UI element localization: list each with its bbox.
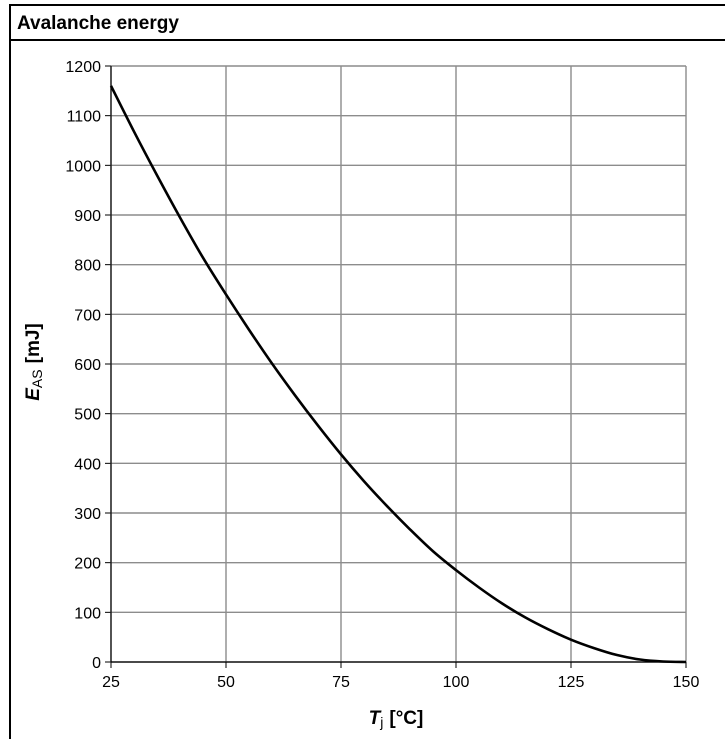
- x-tick-label: 50: [217, 674, 235, 691]
- x-axis-unit: [°C]: [389, 708, 423, 729]
- x-tick-label: 25: [102, 674, 120, 691]
- series-line: [109, 85, 687, 664]
- y-tick-label: 500: [74, 407, 101, 424]
- y-tick-label: 0: [92, 655, 101, 672]
- y-tick-label: 700: [74, 307, 101, 324]
- y-tick-label: 1200: [65, 59, 101, 76]
- y-axis-symbol: E: [23, 387, 44, 401]
- y-tick-label: 900: [74, 208, 101, 225]
- y-tick-label: 200: [74, 556, 101, 573]
- x-tick-label: 75: [332, 674, 350, 691]
- series-layer: [109, 85, 687, 664]
- grid: [105, 65, 687, 668]
- y-axis-subscript: AS: [29, 369, 45, 388]
- x-tick-label: 100: [443, 674, 470, 691]
- y-axis-label: EAS [mJ]: [23, 323, 45, 401]
- y-tick-label: 1100: [67, 109, 102, 126]
- y-tick-label: 600: [74, 357, 101, 374]
- x-axis-subscript: j: [379, 714, 383, 730]
- title-row: Avalanche energy: [11, 6, 725, 41]
- chart-title: Avalanche energy: [17, 13, 179, 34]
- x-tick-label: 150: [673, 674, 700, 691]
- y-tick-label: 100: [74, 605, 101, 622]
- y-axis-unit: [mJ]: [23, 323, 44, 363]
- x-axis-label: Tj [°C]: [369, 708, 424, 730]
- y-tick-label: 1000: [65, 158, 101, 175]
- y-tick-label: 800: [74, 258, 101, 275]
- y-tick-label: 400: [74, 456, 101, 473]
- chart-frame: [9, 4, 725, 739]
- x-tick-label: 125: [558, 674, 585, 691]
- y-tick-label: 300: [74, 506, 101, 523]
- x-axis-symbol: T: [369, 708, 382, 729]
- tick-labels: 0 100 200 300 400 500 600 700 800 900 1000 1100 1200…: [65, 59, 699, 691]
